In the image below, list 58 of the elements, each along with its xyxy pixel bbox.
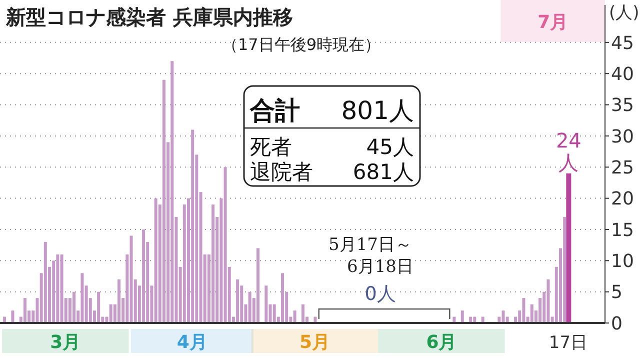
bar [301, 304, 304, 323]
bar [44, 242, 47, 323]
bar [142, 229, 146, 323]
text: 合計 801人 [250, 96, 414, 125]
text: （17日午後9時現在） [222, 35, 381, 54]
y-tick-label: 25 [611, 158, 634, 179]
annotation: 0人 [364, 283, 396, 305]
text: 退院者 681人 [250, 160, 414, 184]
x-tick-label: 4月 [176, 332, 208, 353]
bar [272, 304, 276, 323]
band-label: 7月 [538, 12, 568, 33]
bar [23, 298, 26, 323]
x-tick-label: 5月 [300, 332, 330, 353]
x-tick-label: 6月 [426, 332, 457, 353]
y-tick-label: 30 [611, 126, 634, 148]
bar [563, 217, 566, 323]
bar [546, 279, 550, 323]
annotation: 5月17日～ [328, 235, 412, 255]
y-tick-label: 45 [611, 32, 634, 54]
bar [224, 167, 227, 323]
x-tick-label: 3月 [50, 332, 81, 353]
bar [530, 304, 534, 323]
bar [60, 254, 64, 323]
bar [191, 130, 194, 323]
bar [256, 248, 260, 323]
bar [56, 254, 60, 323]
bar [162, 80, 166, 323]
data-label: 24人 [556, 128, 582, 174]
y-tick-label: 15 [611, 220, 634, 241]
bar [236, 279, 240, 323]
x-tick-label: 17日 [548, 333, 588, 353]
chart-title: 新型コロナ感染者 兵庫県内推移 [5, 5, 293, 29]
bar [130, 236, 133, 323]
bar [281, 273, 284, 323]
bar [154, 198, 158, 323]
y-tick-label: 40 [611, 64, 634, 85]
bar [170, 61, 174, 323]
bar [118, 279, 121, 323]
y-tick-label: 20 [611, 188, 634, 210]
bar [11, 310, 14, 323]
bar [80, 273, 84, 323]
bar [212, 204, 215, 323]
bar [97, 292, 100, 323]
bar [109, 304, 112, 323]
bar [502, 310, 505, 323]
annotation: 6月18日 [347, 257, 414, 277]
bar [248, 292, 252, 323]
y-axis-title: (人) [609, 3, 640, 23]
y-tick-label: 5 [611, 282, 622, 304]
bar [460, 310, 464, 323]
y-tick-label: 0 [611, 313, 622, 334]
text: 死者 45人 [250, 135, 414, 159]
bar [293, 310, 296, 323]
y-tick-label: 10 [611, 251, 634, 272]
y-tick-label: 35 [611, 95, 634, 116]
bar [522, 298, 526, 323]
bar [72, 292, 76, 323]
bar [264, 286, 268, 323]
